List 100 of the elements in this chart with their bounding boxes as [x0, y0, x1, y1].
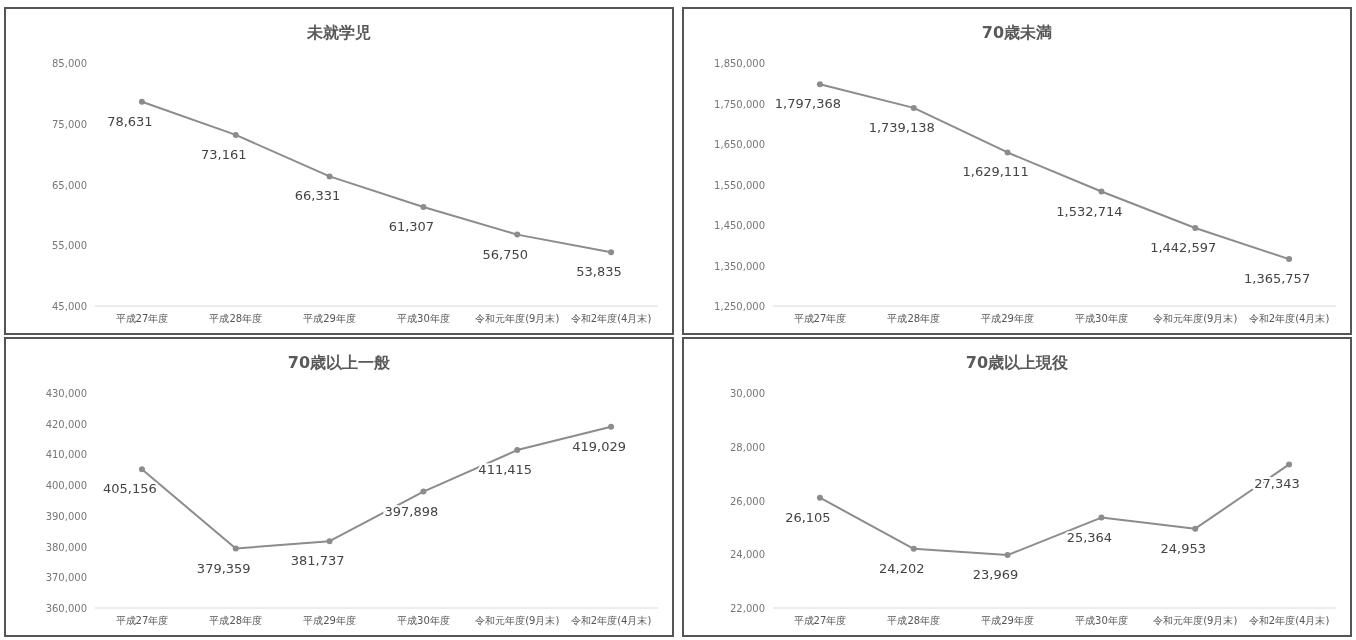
data-label: 1,442,597	[1150, 240, 1217, 255]
data-label: 397,898	[384, 503, 439, 519]
data-label: 24,202	[879, 560, 925, 576]
point	[232, 131, 239, 138]
point	[816, 81, 823, 88]
point	[1192, 525, 1199, 532]
data-label: 1,739,138	[868, 119, 935, 135]
data-label: 405,156	[103, 481, 157, 497]
point	[1004, 552, 1011, 559]
y-tick-label: 360,000	[45, 603, 87, 614]
point	[1192, 225, 1199, 231]
y-tick-label: 420,000	[45, 418, 87, 430]
point	[138, 98, 145, 105]
data-label: 26,105	[785, 509, 831, 525]
data-label: 61,307	[388, 218, 435, 234]
x-tick-label: 平成29年度	[303, 313, 356, 324]
x-tick-label: 平成30年度	[397, 313, 450, 324]
data-label: 56,750	[482, 246, 528, 262]
y-tick-label: 26,000	[730, 495, 765, 507]
point	[420, 203, 427, 210]
y-tick-label: 400,000	[45, 480, 87, 492]
x-tick-label: 令和元年度(9月末)	[1153, 615, 1238, 626]
x-tick-label: 平成29年度	[981, 615, 1034, 626]
data-label: 1,629,111	[962, 164, 1029, 180]
x-tick-label: 平成29年度	[981, 313, 1034, 324]
x-tick-label: 令和2年度(4月末)	[570, 313, 652, 324]
point	[608, 423, 615, 430]
y-tick-label: 1,550,000	[714, 179, 765, 191]
x-tick-label: 平成30年度	[397, 615, 450, 626]
point	[910, 545, 917, 552]
data-label: 66,331	[294, 188, 341, 204]
data-label: 78,631	[107, 113, 153, 129]
y-tick-label: 1,750,000	[714, 98, 765, 110]
data-label: 1,365,757	[1244, 271, 1311, 287]
x-tick-label: 平成29年度	[303, 615, 356, 626]
data-label: 25,364	[1066, 529, 1113, 545]
point	[1098, 514, 1105, 521]
y-tick-label: 28,000	[730, 441, 765, 453]
x-tick-label: 平成28年度	[209, 615, 263, 626]
y-tick-label: 65,000	[52, 179, 87, 191]
x-tick-label: 平成28年度	[209, 313, 263, 324]
y-tick-label: 1,650,000	[714, 139, 765, 150]
point	[326, 173, 333, 180]
point	[1004, 149, 1011, 156]
point	[1098, 188, 1105, 195]
x-tick-label: 平成27年度	[115, 615, 169, 626]
y-tick-label: 85,000	[52, 58, 87, 69]
y-tick-label: 430,000	[45, 388, 87, 399]
data-label: 381,737	[290, 553, 345, 569]
data-label: 411,415	[478, 462, 533, 478]
chart-title: 未就学児	[306, 23, 371, 42]
point	[138, 466, 145, 473]
y-tick-label: 55,000	[52, 240, 87, 252]
chart-title: 70歳以上一般	[287, 353, 392, 372]
point	[514, 447, 521, 454]
point	[910, 104, 917, 111]
y-tick-label: 75,000	[52, 118, 87, 130]
x-tick-label: 令和2年度(4月末)	[1248, 615, 1330, 626]
data-label: 73,161	[201, 146, 247, 162]
y-tick-label: 1,350,000	[714, 260, 765, 272]
x-tick-label: 平成30年度	[1075, 313, 1128, 324]
y-tick-label: 390,000	[45, 510, 87, 522]
point	[232, 545, 239, 552]
data-label: 24,953	[1160, 540, 1206, 556]
chart-title: 70歳未満	[981, 23, 1053, 42]
data-label: 1,797,368	[774, 96, 841, 112]
y-tick-label: 410,000	[45, 449, 87, 461]
x-tick-label: 令和元年度(9月末)	[1153, 313, 1238, 324]
chart-title: 70歳以上現役	[965, 353, 1070, 372]
point	[816, 494, 823, 501]
y-tick-label: 45,000	[52, 301, 87, 312]
y-tick-label: 30,000	[730, 388, 765, 399]
x-tick-label: 平成27年度	[793, 313, 847, 324]
x-tick-label: 平成27年度	[115, 313, 169, 324]
x-tick-label: 令和2年度(4月末)	[1248, 313, 1330, 324]
point	[326, 538, 333, 545]
point	[1286, 256, 1293, 263]
x-tick-label: 令和元年度(9月末)	[475, 313, 560, 324]
y-tick-label: 1,850,000	[714, 58, 765, 69]
x-tick-label: 平成27年度	[793, 615, 847, 626]
y-tick-label: 370,000	[45, 572, 87, 584]
x-tick-label: 平成28年度	[887, 615, 941, 626]
x-tick-label: 平成30年度	[1075, 615, 1128, 626]
data-label: 419,029	[572, 438, 626, 454]
x-tick-label: 平成28年度	[887, 313, 941, 324]
y-tick-label: 1,250,000	[714, 301, 765, 312]
y-tick-label: 1,450,000	[714, 220, 765, 231]
point	[514, 231, 521, 238]
y-tick-label: 22,000	[730, 603, 765, 614]
point	[608, 249, 615, 256]
point	[1286, 461, 1293, 468]
data-label: 1,532,714	[1056, 203, 1123, 219]
y-tick-label: 24,000	[730, 549, 765, 561]
data-label: 53,835	[576, 264, 622, 280]
y-tick-label: 380,000	[45, 541, 87, 553]
x-tick-label: 令和元年度(9月末)	[475, 615, 560, 626]
point	[420, 488, 427, 495]
data-label: 379,359	[196, 560, 251, 576]
data-label: 23,969	[972, 567, 1019, 583]
x-tick-label: 令和2年度(4月末)	[570, 615, 652, 626]
